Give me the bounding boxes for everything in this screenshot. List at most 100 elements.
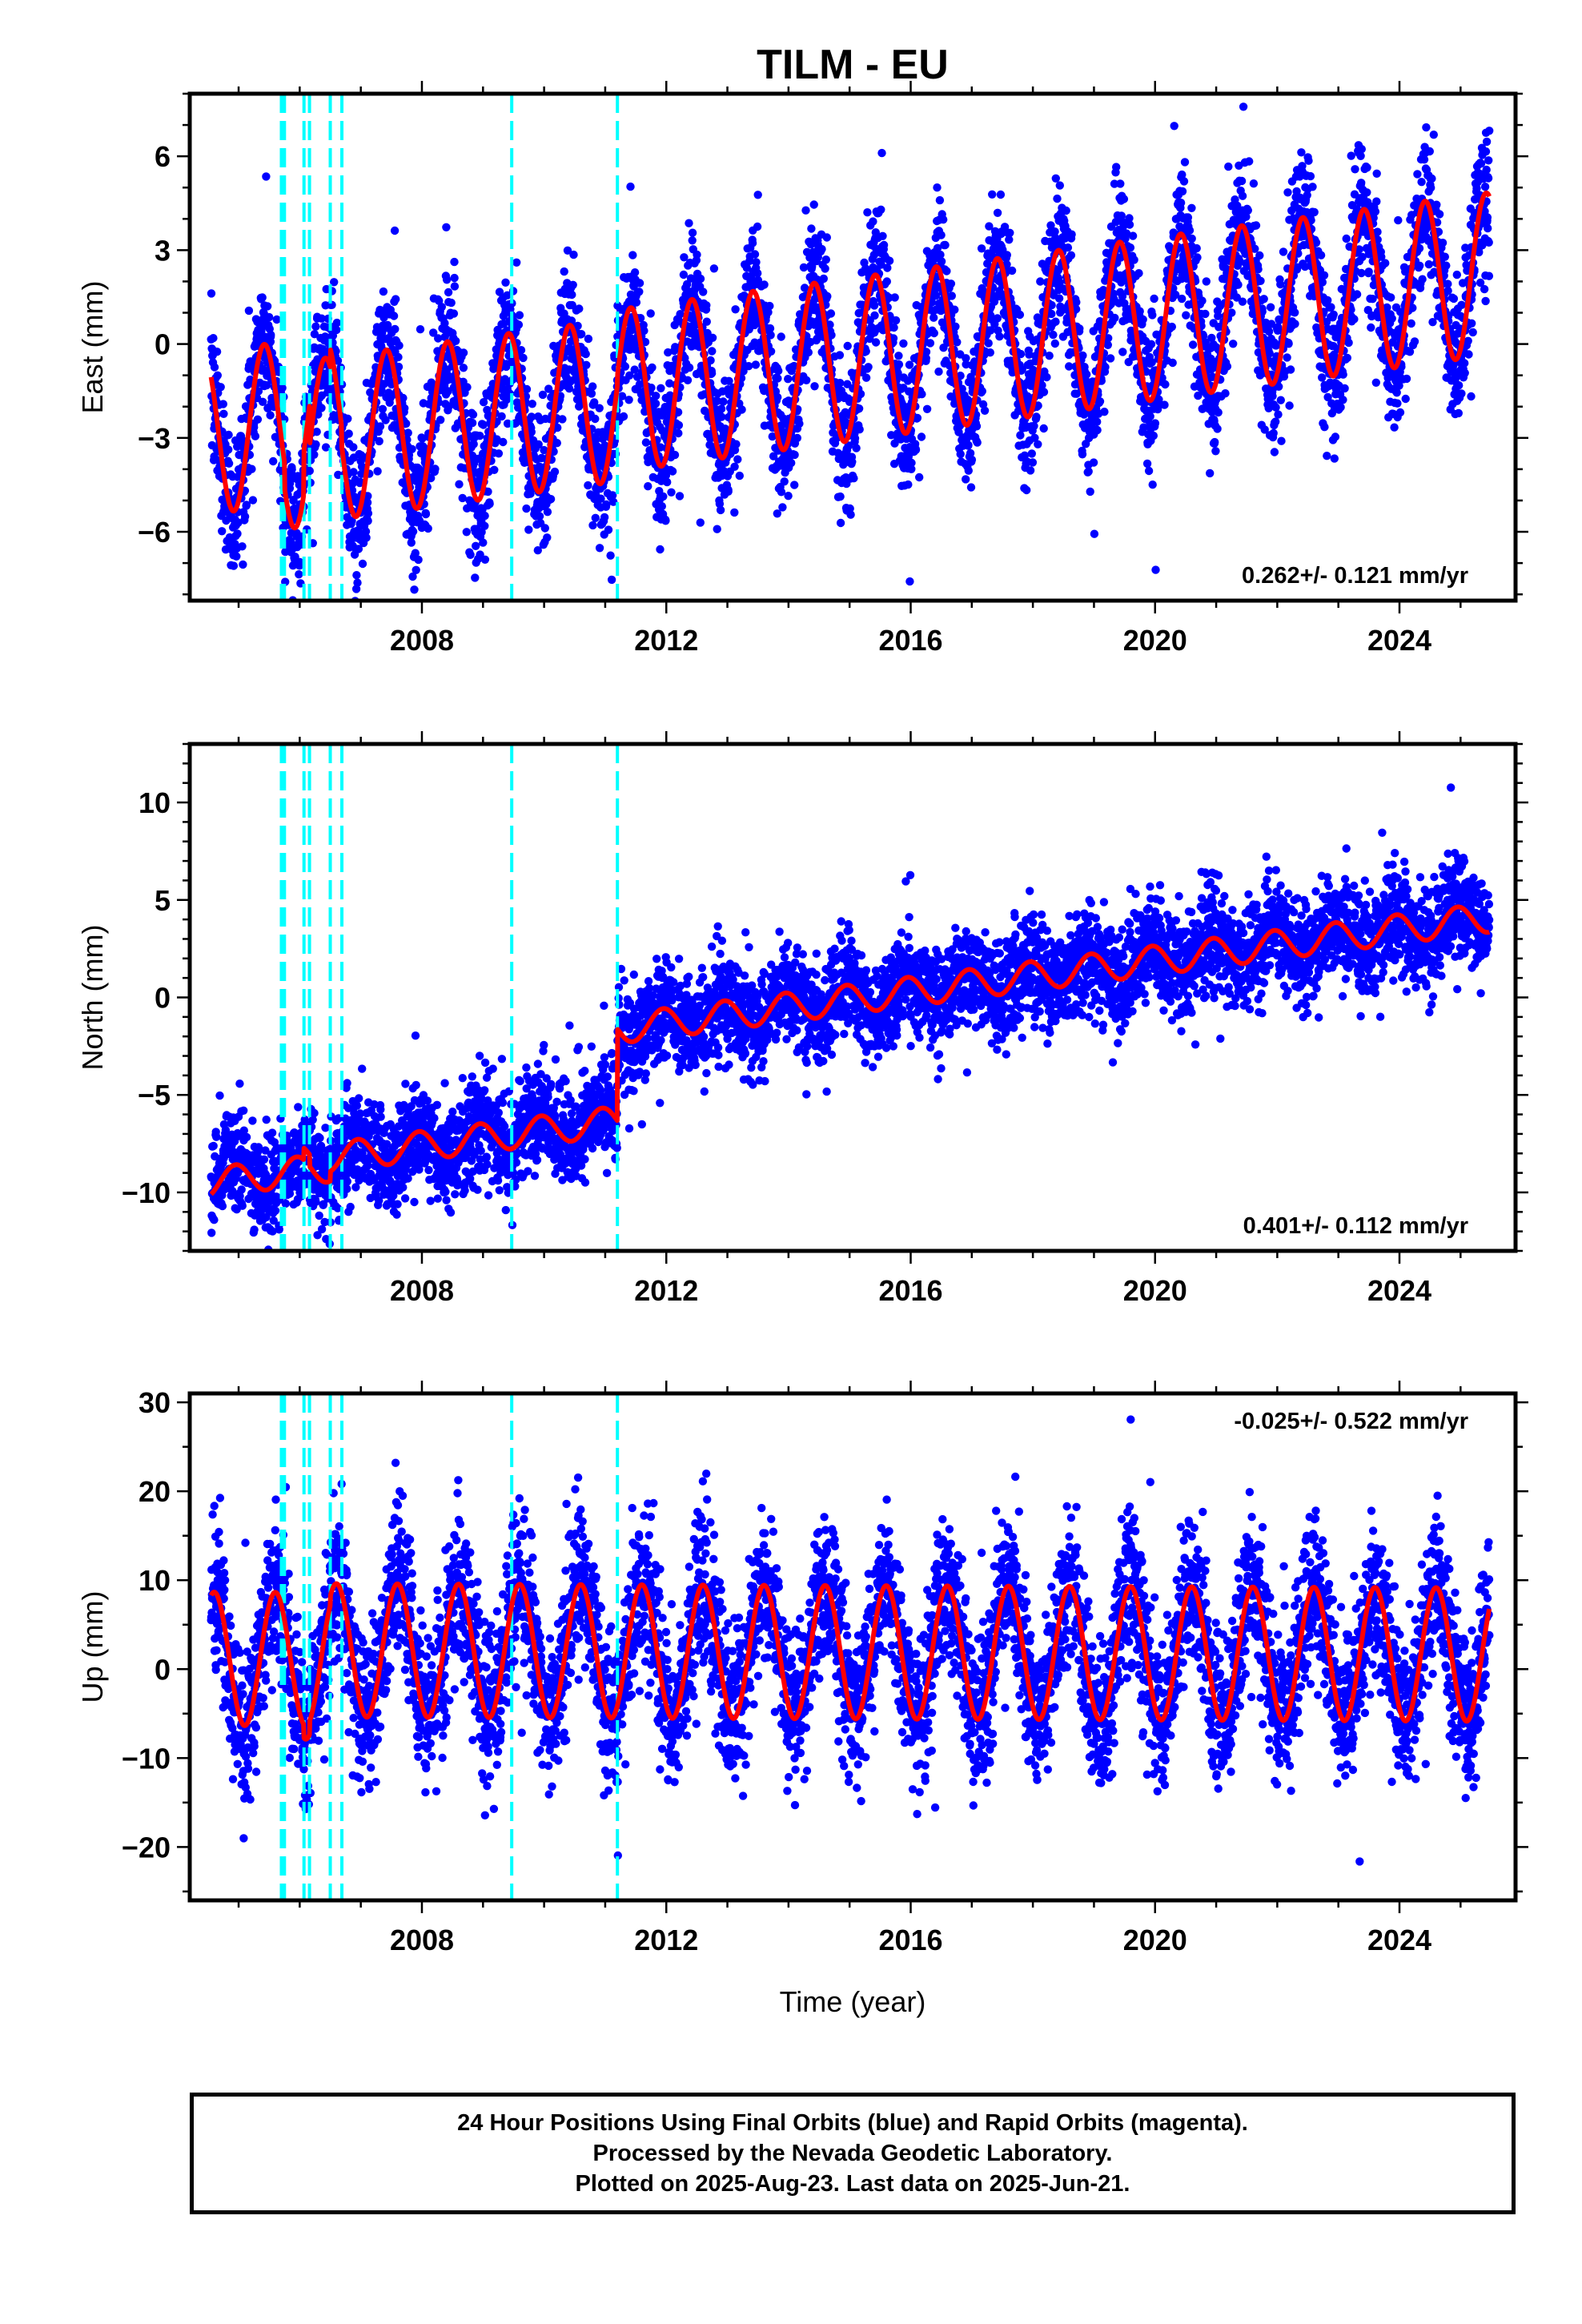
east-data-point (591, 513, 600, 522)
east-data-point (266, 411, 275, 420)
east-data-point (267, 331, 275, 340)
east-data-point (871, 338, 881, 347)
east-data-point (883, 263, 892, 272)
east-data-point (1336, 403, 1345, 412)
east-data-point (1032, 412, 1041, 421)
east-data-point (717, 404, 726, 413)
east-data-point (1170, 122, 1178, 131)
east-data-point (427, 473, 436, 483)
east-data-point (946, 279, 956, 288)
east-data-point (891, 316, 901, 325)
east-data-point (234, 518, 243, 527)
east-data-point (543, 533, 552, 542)
east-data-point (1213, 424, 1222, 433)
east-data-point (1028, 458, 1038, 467)
east-data-point (864, 363, 873, 372)
east-data-point (332, 325, 341, 335)
east-data-point (1202, 277, 1211, 286)
east-data-point (219, 409, 228, 418)
east-data-point (1002, 251, 1012, 259)
east-data-point (582, 360, 591, 369)
east-data-point (780, 477, 789, 486)
east-data-point (402, 419, 411, 428)
east-data-point (724, 487, 733, 496)
east-data-point (702, 301, 711, 310)
east-data-point (258, 397, 267, 406)
east-data-point (1047, 309, 1056, 319)
east-data-point (587, 389, 596, 398)
east-data-point (1224, 162, 1233, 171)
east-data-point (476, 432, 484, 440)
east-data-point (688, 236, 697, 245)
east-data-point (1178, 187, 1187, 196)
east-data-point (516, 346, 526, 355)
east-data-point (210, 363, 219, 372)
east-data-point (1214, 408, 1223, 417)
east-data-point (1187, 234, 1196, 243)
east-data-point (644, 482, 652, 491)
east-data-point (878, 231, 887, 240)
east-data-point (595, 404, 604, 412)
east-data-point (995, 332, 1004, 341)
east-data-point (1138, 315, 1147, 324)
east-data-point (905, 577, 914, 586)
east-data-point (512, 258, 521, 267)
east-data-point (663, 477, 672, 487)
east-data-point (1347, 151, 1355, 160)
east-data-point (877, 148, 886, 158)
east-data-point (265, 312, 274, 322)
east-data-point (753, 191, 762, 199)
east-data-point (882, 277, 892, 286)
east-data-point (552, 439, 561, 448)
east-data-point (442, 275, 452, 284)
east-data-point (1234, 280, 1243, 289)
east-data-point (1150, 294, 1158, 304)
east-data-point (774, 366, 783, 376)
east-data-point (1340, 384, 1349, 393)
east-data-point (1256, 276, 1265, 285)
east-data-point (915, 472, 924, 482)
east-data-point (1148, 480, 1157, 489)
east-data-point (1067, 230, 1076, 239)
east-data-point (588, 521, 597, 530)
east-data-point (702, 317, 711, 326)
east-data-point (656, 545, 665, 554)
east-data-point (407, 538, 416, 547)
east-data-point (1030, 421, 1038, 431)
east-data-point (661, 517, 670, 525)
east-data-point (1084, 467, 1093, 476)
east-data-point (716, 505, 725, 515)
east-data-point (846, 510, 855, 519)
east-data-point (310, 330, 319, 339)
east-data-point (459, 364, 468, 372)
east-data-point (410, 585, 419, 594)
east-data-point (399, 393, 408, 403)
east-data-point (412, 565, 420, 574)
east-data-point (730, 462, 739, 471)
east-data-point (935, 195, 945, 205)
east-data-point (568, 280, 577, 289)
east-data-point (930, 328, 939, 338)
east-data-point (383, 320, 392, 330)
east-data-point (1176, 199, 1186, 207)
east-data-point (479, 420, 488, 429)
east-data-point (817, 244, 826, 254)
east-data-point (1264, 327, 1274, 336)
east-data-point (484, 487, 492, 497)
east-data-point (1078, 351, 1087, 360)
east-data-point (522, 504, 531, 513)
east-data-point (567, 316, 576, 325)
east-data-point (363, 509, 373, 518)
east-data-point (354, 545, 363, 553)
east-data-point (1259, 295, 1268, 304)
east-data-point (390, 226, 400, 235)
east-data-point (972, 422, 982, 431)
east-data-point (311, 440, 320, 449)
east-data-point (216, 383, 225, 392)
east-data-point (1238, 297, 1247, 306)
east-data-point (247, 464, 256, 473)
east-data-point (602, 500, 611, 509)
east-data-point (1276, 396, 1286, 404)
east-data-point (607, 575, 616, 585)
east-data-point (894, 352, 903, 360)
